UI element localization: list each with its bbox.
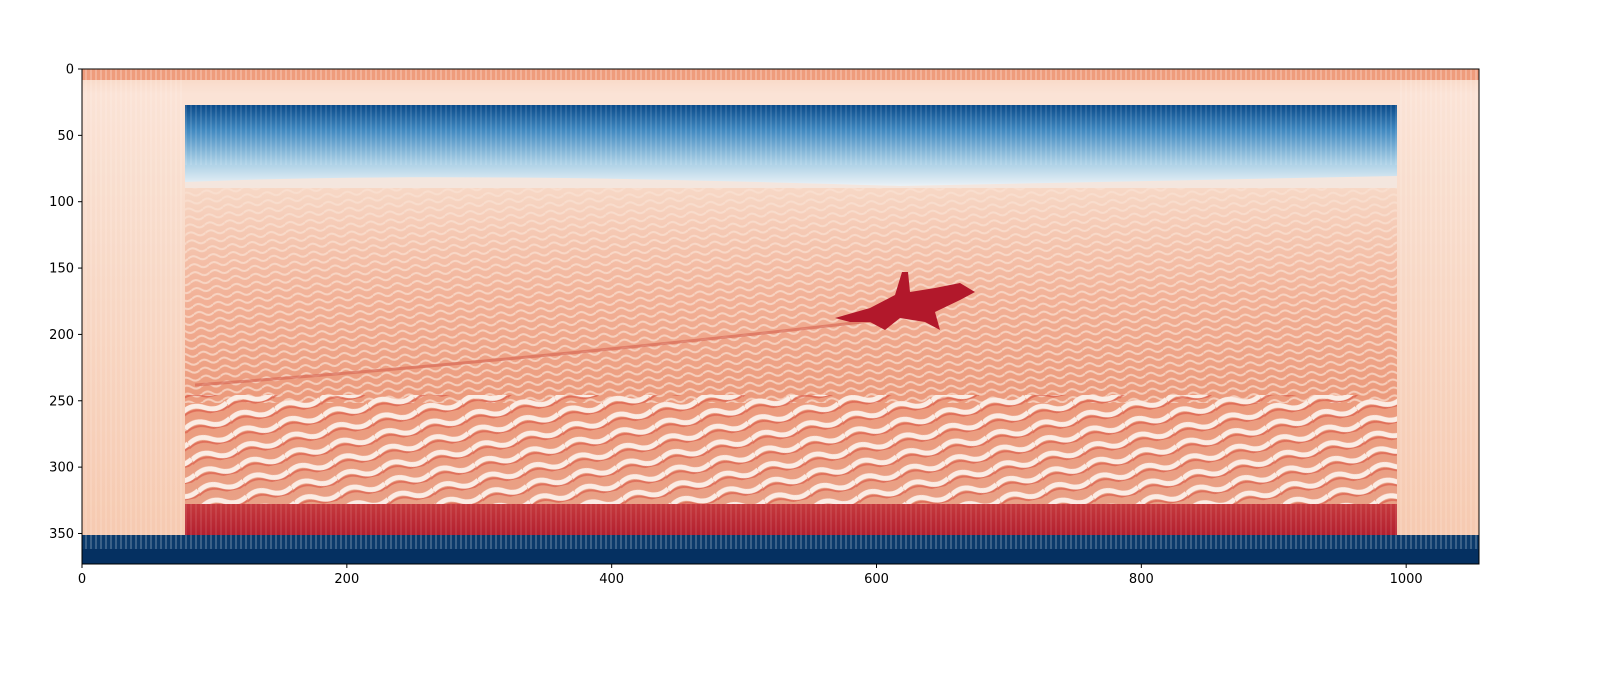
horse-and-rider — [835, 272, 975, 330]
x-tick-label: 200 — [334, 572, 359, 587]
sand-dunes — [185, 395, 1397, 504]
y-tick-label: 250 — [49, 394, 74, 409]
bottom-strip-lower — [82, 549, 1479, 564]
bottom-strip-stripes — [82, 535, 1479, 549]
x-tick-label: 600 — [864, 572, 889, 587]
sky-stripes — [185, 105, 1397, 165]
axes-frame — [81, 68, 1480, 565]
axis-ticks: 0 200 400 600 800 1000 0 50 100 150 200 250 300 350 — [49, 63, 1423, 588]
y-tick-label: 300 — [49, 461, 74, 476]
right-border-stripes — [1397, 80, 1479, 535]
horse-trail — [194, 318, 881, 387]
y-tick-label: 0 — [66, 63, 74, 78]
x-tick-label: 800 — [1129, 572, 1154, 587]
x-tick-label: 1000 — [1390, 572, 1423, 587]
heatmap-image — [82, 69, 1479, 564]
y-tick-label: 50 — [57, 129, 74, 144]
top-edge-stripes — [82, 69, 1479, 80]
dark-red-strip-stripes — [185, 504, 1397, 535]
y-tick-label: 200 — [49, 328, 74, 343]
sand-ripples — [185, 188, 1397, 403]
y-tick-label: 350 — [49, 527, 74, 542]
x-tick-label: 0 — [78, 572, 86, 587]
y-tick-label: 150 — [49, 262, 74, 277]
y-tick-label: 100 — [49, 195, 74, 210]
horizon-haze — [185, 176, 1397, 190]
x-tick-label: 400 — [599, 572, 624, 587]
left-border-stripes — [82, 80, 185, 535]
